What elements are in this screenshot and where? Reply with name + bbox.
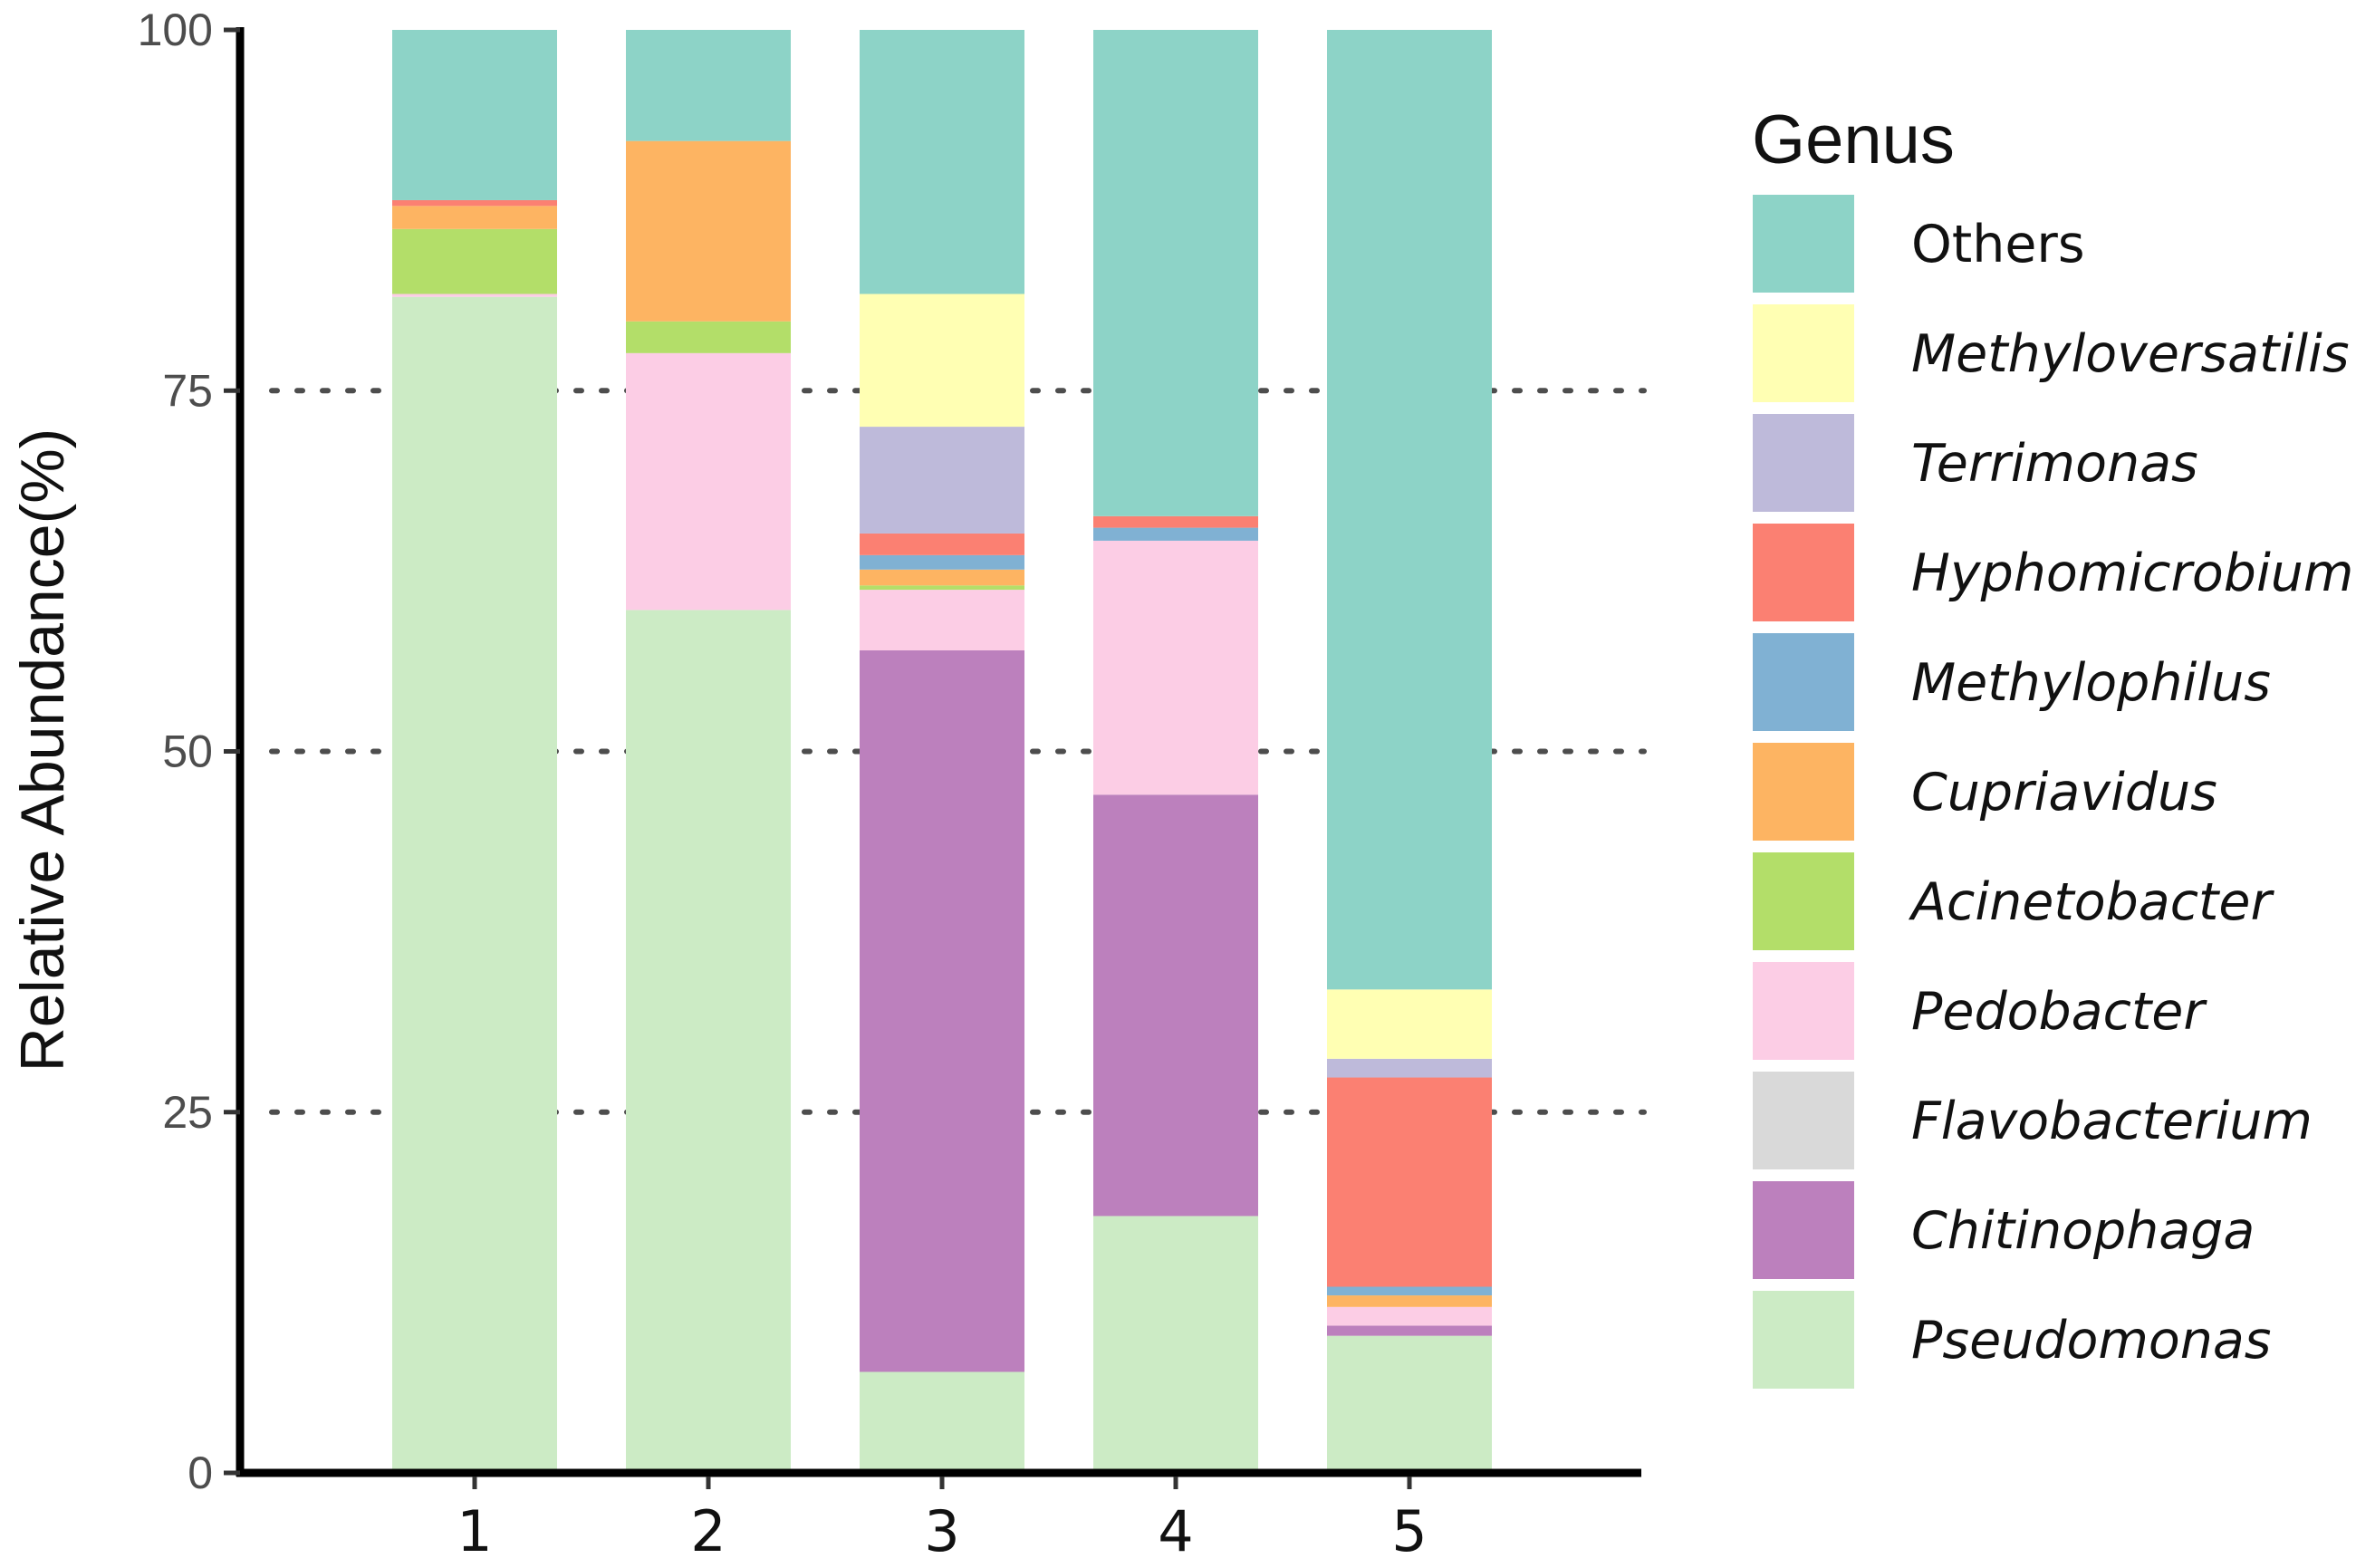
legend-key-pedobacter — [1753, 962, 1854, 1060]
legend-label-pedobacter: Pedobacter — [1911, 982, 2207, 1042]
bar-segment-5-pedobacter — [1327, 1306, 1492, 1326]
bar-segment-2-pedobacter — [626, 352, 791, 611]
legend-item-cupriavidus: Cupriavidus — [1753, 743, 2217, 841]
bar-segment-2-acinetobacter — [626, 321, 791, 353]
bar-segment-1-acinetobacter — [392, 228, 557, 294]
bar-stack-1 — [392, 30, 557, 1474]
legend-label-others: Others — [1911, 215, 2085, 274]
legend-item-chitinophaga: Chitinophaga — [1753, 1181, 2255, 1279]
legend-item-acinetobacter: Acinetobacter — [1753, 852, 2274, 950]
bar-segment-4-others — [1093, 30, 1258, 516]
bar-segment-5-hyphomicrobium — [1327, 1077, 1492, 1287]
y-tick-label-25: 25 — [162, 1087, 213, 1138]
legend-item-flavobacterium: Flavobacterium — [1753, 1072, 2313, 1169]
legend-label-chitinophaga: Chitinophaga — [1911, 1201, 2255, 1261]
legend-key-flavobacterium — [1753, 1072, 1854, 1169]
bar-segment-1-pseudomonas — [392, 296, 557, 1474]
y-tick-label-100: 100 — [138, 5, 213, 55]
y-tick-label-0: 0 — [188, 1448, 213, 1498]
bar-stack-4 — [1093, 30, 1258, 1473]
y-ticks: 0 25 50 75 100 — [138, 5, 240, 1498]
bar-segment-1-hyphomicrobium — [392, 199, 557, 207]
legend-key-terrimonas — [1753, 414, 1854, 512]
bar-segment-3-methylophilus — [860, 554, 1024, 570]
y-axis-label: Relative Abundance(%) — [8, 428, 77, 1073]
legend-key-cupriavidus — [1753, 743, 1854, 841]
bar-segment-3-methyloversatilis — [860, 293, 1024, 428]
bar-stack-2 — [626, 30, 791, 1473]
bar-segment-5-cupriavidus — [1327, 1295, 1492, 1307]
bar-segment-2-pseudomonas — [626, 610, 791, 1473]
bar-segment-2-others — [626, 30, 791, 141]
bar-segment-3-acinetobacter — [860, 585, 1024, 591]
legend-key-hyphomicrobium — [1753, 524, 1854, 621]
bar-segment-5-methyloversatilis — [1327, 989, 1492, 1059]
bar-stack-5 — [1327, 30, 1492, 1473]
legend-title: Genus — [1752, 101, 1955, 178]
legend: Genus Others Methyloversatilis Terrimonas H… — [1752, 101, 2353, 1389]
bar-segment-5-pseudomonas — [1327, 1335, 1492, 1473]
x-tick-label-3: 3 — [924, 1498, 959, 1564]
bar-segment-3-pseudomonas — [860, 1371, 1024, 1473]
legend-label-methylophilus: Methylophilus — [1911, 653, 2271, 713]
legend-item-pseudomonas: Pseudomonas — [1753, 1291, 2271, 1389]
legend-key-others — [1753, 195, 1854, 293]
x-ticks: 1 2 3 4 5 — [457, 1477, 1428, 1564]
legend-label-acinetobacter: Acinetobacter — [1908, 872, 2274, 932]
bars — [392, 30, 1492, 1474]
bar-segment-4-methylophilus — [1093, 527, 1258, 541]
bar-segment-3-pedobacter — [860, 590, 1024, 650]
bar-segment-1-cupriavidus — [392, 206, 557, 229]
bar-segment-1-others — [392, 30, 557, 200]
legend-item-methylophilus: Methylophilus — [1753, 633, 2271, 731]
bar-segment-5-others — [1327, 30, 1492, 990]
x-tick-label-1: 1 — [457, 1498, 492, 1564]
bar-segment-5-chitinophaga — [1327, 1325, 1492, 1336]
bar-segment-5-methylophilus — [1327, 1286, 1492, 1296]
bar-segment-3-terrimonas — [860, 427, 1024, 534]
y-tick-label-75: 75 — [162, 365, 213, 416]
bar-segment-4-pseudomonas — [1093, 1216, 1258, 1473]
legend-item-pedobacter: Pedobacter — [1753, 962, 2207, 1060]
bar-segment-3-cupriavidus — [860, 569, 1024, 586]
bar-segment-4-chitinophaga — [1093, 794, 1258, 1217]
legend-label-pseudomonas: Pseudomonas — [1911, 1311, 2271, 1371]
bar-segment-4-hyphomicrobium — [1093, 515, 1258, 528]
legend-item-others: Others — [1753, 195, 2085, 293]
bar-segment-5-terrimonas — [1327, 1058, 1492, 1078]
x-tick-label-5: 5 — [1391, 1498, 1427, 1564]
x-tick-label-2: 2 — [690, 1498, 726, 1564]
legend-item-terrimonas: Terrimonas — [1753, 414, 2198, 512]
legend-item-hyphomicrobium: Hyphomicrobium — [1753, 524, 2353, 621]
legend-label-terrimonas: Terrimonas — [1911, 434, 2198, 494]
bar-stack-3 — [860, 30, 1024, 1473]
bar-segment-3-chitinophaga — [860, 649, 1024, 1372]
legend-key-methyloversatilis — [1753, 304, 1854, 402]
legend-label-methyloversatilis: Methyloversatilis — [1911, 324, 2350, 384]
bar-segment-2-cupriavidus — [626, 140, 791, 322]
x-tick-label-4: 4 — [1158, 1498, 1193, 1564]
legend-label-cupriavidus: Cupriavidus — [1911, 763, 2217, 822]
bar-segment-1-pedobacter — [392, 293, 557, 297]
legend-item-methyloversatilis: Methyloversatilis — [1753, 304, 2350, 402]
bar-segment-3-others — [860, 30, 1024, 294]
legend-key-acinetobacter — [1753, 852, 1854, 950]
legend-key-methylophilus — [1753, 633, 1854, 731]
legend-key-chitinophaga — [1753, 1181, 1854, 1279]
legend-key-pseudomonas — [1753, 1291, 1854, 1389]
y-tick-label-50: 50 — [162, 726, 213, 777]
bar-segment-3-hyphomicrobium — [860, 533, 1024, 555]
legend-label-flavobacterium: Flavobacterium — [1911, 1092, 2313, 1151]
bar-segment-4-pedobacter — [1093, 540, 1258, 795]
legend-label-hyphomicrobium: Hyphomicrobium — [1911, 544, 2353, 603]
